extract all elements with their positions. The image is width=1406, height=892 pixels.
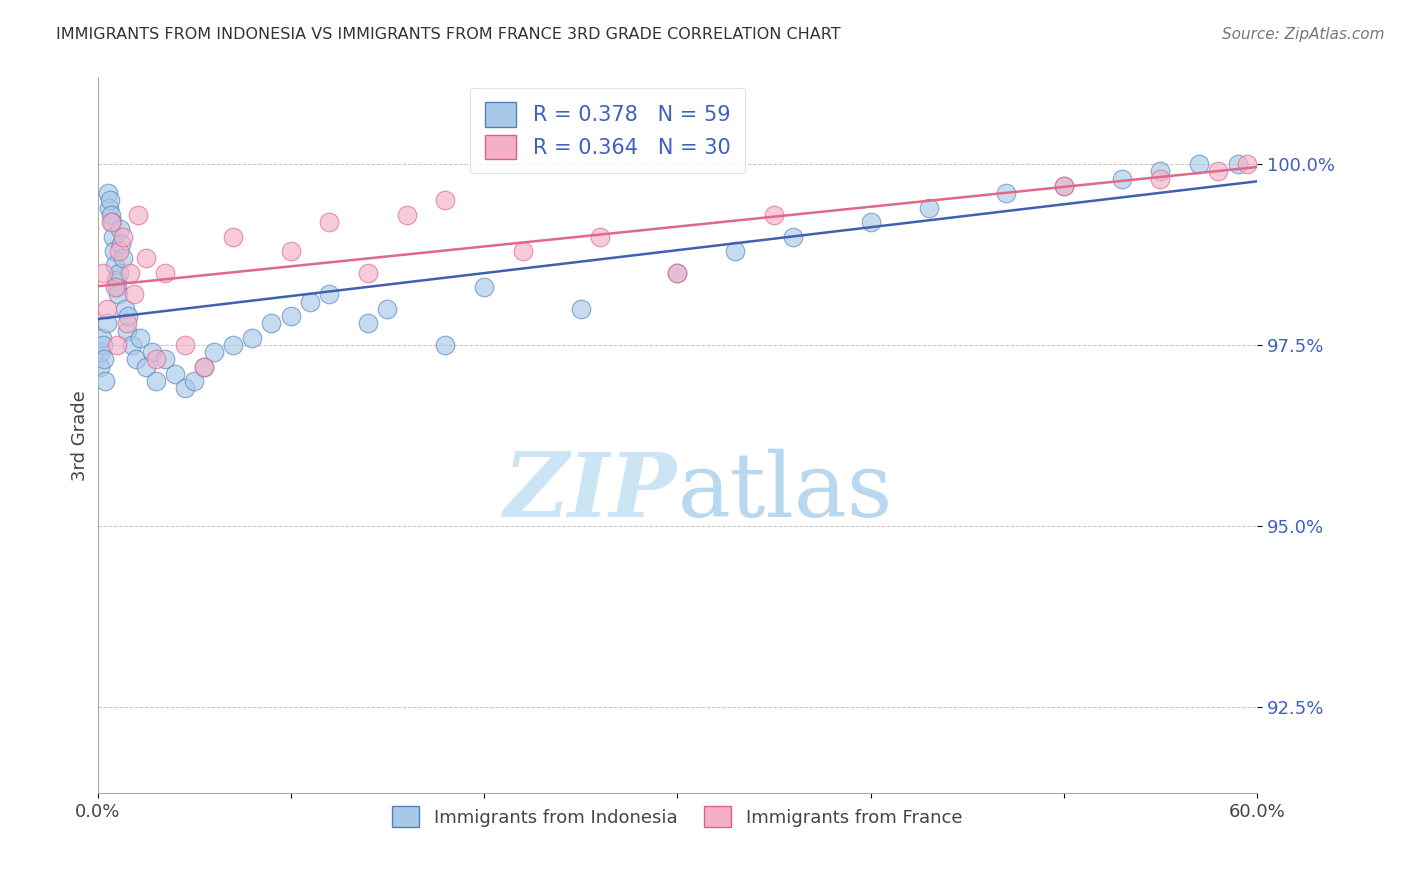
Point <box>1208 164 1230 178</box>
Point <box>434 338 457 352</box>
Point <box>135 251 157 265</box>
Point <box>91 331 114 345</box>
Point <box>107 287 129 301</box>
Point <box>395 208 418 222</box>
Point <box>589 229 612 244</box>
Point <box>1111 171 1133 186</box>
Point <box>318 287 340 301</box>
Point <box>105 280 128 294</box>
Point <box>103 244 125 258</box>
Point <box>724 244 747 258</box>
Point <box>105 338 128 352</box>
Text: ZIP: ZIP <box>503 450 678 536</box>
Point <box>155 352 177 367</box>
Point <box>173 381 195 395</box>
Point <box>782 229 804 244</box>
Point <box>222 229 245 244</box>
Point <box>100 208 122 222</box>
Point <box>222 338 245 352</box>
Point <box>96 301 118 316</box>
Point <box>93 352 115 367</box>
Point <box>108 222 131 236</box>
Point <box>202 345 225 359</box>
Point <box>569 301 592 316</box>
Point <box>1053 178 1076 193</box>
Point <box>90 345 112 359</box>
Point <box>97 186 120 201</box>
Point <box>94 374 117 388</box>
Point <box>104 259 127 273</box>
Point <box>129 331 152 345</box>
Point <box>512 244 534 258</box>
Point <box>124 287 146 301</box>
Point <box>377 301 399 316</box>
Point <box>145 374 167 388</box>
Point <box>1149 171 1171 186</box>
Point <box>135 359 157 374</box>
Point <box>183 374 205 388</box>
Point <box>357 266 380 280</box>
Point <box>108 266 131 280</box>
Point <box>141 345 163 359</box>
Point <box>101 229 124 244</box>
Point <box>115 324 138 338</box>
Point <box>1226 157 1249 171</box>
Point <box>434 194 457 208</box>
Text: Source: ZipAtlas.com: Source: ZipAtlas.com <box>1222 27 1385 42</box>
Point <box>280 244 302 258</box>
Point <box>240 331 263 345</box>
Point <box>280 309 302 323</box>
Point <box>125 352 148 367</box>
Point <box>666 266 689 280</box>
Point <box>117 309 139 323</box>
Point <box>994 186 1017 201</box>
Point <box>121 338 143 352</box>
Point <box>163 367 186 381</box>
Point <box>111 229 134 244</box>
Point <box>859 215 882 229</box>
Point <box>114 301 136 316</box>
Point <box>1149 164 1171 178</box>
Point <box>93 266 115 280</box>
Point <box>1053 178 1076 193</box>
Point <box>98 194 121 208</box>
Legend: Immigrants from Indonesia, Immigrants from France: Immigrants from Indonesia, Immigrants fr… <box>385 799 970 834</box>
Point <box>917 201 939 215</box>
Point <box>104 273 127 287</box>
Point <box>96 316 118 330</box>
Point <box>93 338 115 352</box>
Point <box>173 338 195 352</box>
Point <box>472 280 495 294</box>
Text: IMMIGRANTS FROM INDONESIA VS IMMIGRANTS FROM FRANCE 3RD GRADE CORRELATION CHART: IMMIGRANTS FROM INDONESIA VS IMMIGRANTS … <box>56 27 841 42</box>
Point <box>1236 157 1258 171</box>
Point <box>193 359 215 374</box>
Point <box>89 359 111 374</box>
Point <box>1188 157 1211 171</box>
Point <box>108 244 131 258</box>
Point <box>318 215 340 229</box>
Point <box>98 201 121 215</box>
Point <box>127 208 149 222</box>
Point <box>299 294 322 309</box>
Point <box>110 236 132 251</box>
Point <box>104 280 127 294</box>
Point <box>145 352 167 367</box>
Point <box>193 359 215 374</box>
Point <box>260 316 283 330</box>
Point <box>357 316 380 330</box>
Point <box>101 215 124 229</box>
Point <box>155 266 177 280</box>
Point <box>666 266 689 280</box>
Point <box>120 266 142 280</box>
Y-axis label: 3rd Grade: 3rd Grade <box>72 390 89 481</box>
Point <box>115 316 138 330</box>
Point <box>111 251 134 265</box>
Point <box>762 208 785 222</box>
Text: atlas: atlas <box>678 449 893 536</box>
Point <box>100 215 122 229</box>
